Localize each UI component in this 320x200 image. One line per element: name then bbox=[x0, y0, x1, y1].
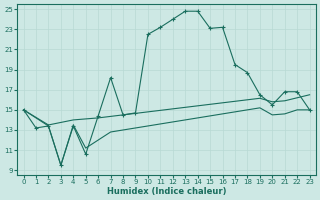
X-axis label: Humidex (Indice chaleur): Humidex (Indice chaleur) bbox=[107, 187, 226, 196]
